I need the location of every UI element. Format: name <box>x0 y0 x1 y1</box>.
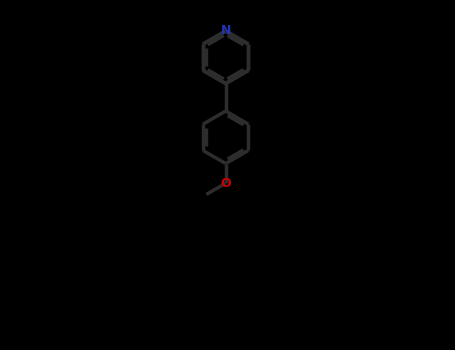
Text: N: N <box>221 25 231 37</box>
Text: O: O <box>220 177 231 190</box>
